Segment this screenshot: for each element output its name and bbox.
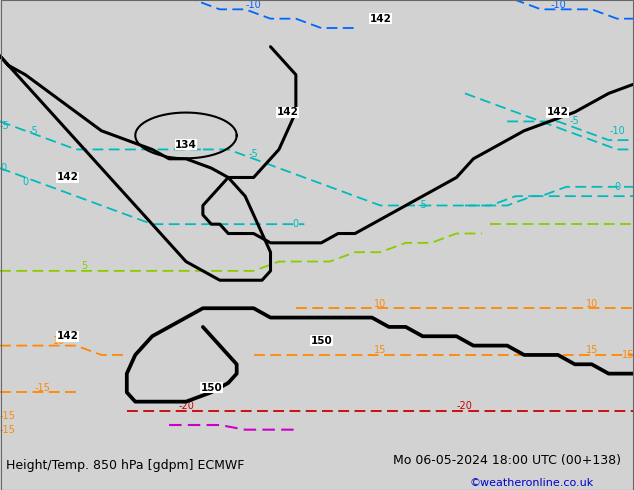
Text: -15: -15 [0, 425, 16, 435]
Text: -20: -20 [178, 401, 194, 411]
Text: 15: 15 [374, 345, 387, 355]
Text: 0: 0 [614, 182, 620, 192]
Text: 15: 15 [621, 350, 634, 360]
Text: 150: 150 [200, 383, 222, 392]
Text: 0: 0 [0, 163, 6, 173]
Text: -5: -5 [0, 121, 10, 131]
Text: -5: -5 [418, 200, 427, 211]
Text: -10: -10 [246, 0, 261, 10]
Text: 15: 15 [586, 345, 598, 355]
Text: -5: -5 [249, 149, 259, 159]
Text: 142: 142 [276, 107, 299, 117]
Text: -5: -5 [570, 117, 579, 126]
Text: Mo 06-05-2024 18:00 UTC (00+138): Mo 06-05-2024 18:00 UTC (00+138) [393, 454, 621, 466]
Text: 142: 142 [370, 14, 391, 24]
Text: 0: 0 [22, 177, 29, 187]
Text: 10: 10 [586, 298, 598, 309]
Text: 5: 5 [81, 261, 87, 271]
Text: -5: -5 [29, 126, 39, 136]
Text: 142: 142 [56, 331, 79, 341]
Text: 150: 150 [311, 336, 332, 346]
Text: 10: 10 [374, 298, 387, 309]
Text: 142: 142 [56, 172, 79, 182]
Text: -15: -15 [34, 383, 50, 392]
Text: Height/Temp. 850 hPa [gdpm] ECMWF: Height/Temp. 850 hPa [gdpm] ECMWF [6, 459, 245, 471]
Text: 10: 10 [53, 336, 65, 346]
Text: 142: 142 [547, 107, 569, 117]
Text: -10: -10 [550, 0, 566, 10]
Text: ©weatheronline.co.uk: ©weatheronline.co.uk [469, 477, 593, 488]
Text: -10: -10 [610, 126, 626, 136]
Text: -15: -15 [0, 411, 16, 420]
Text: -20: -20 [457, 401, 473, 411]
Text: 0: 0 [293, 219, 299, 229]
Text: 134: 134 [175, 140, 197, 150]
